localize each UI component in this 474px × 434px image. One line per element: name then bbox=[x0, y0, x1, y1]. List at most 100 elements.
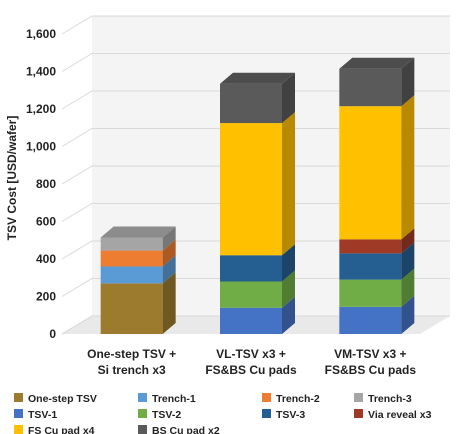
bar-side bbox=[401, 228, 415, 254]
category-line: VM-TSV x3 + bbox=[334, 347, 406, 361]
y-tick-label-2: 400 bbox=[36, 252, 56, 266]
gridline-7 bbox=[61, 53, 450, 72]
bar-face bbox=[100, 250, 163, 267]
y-tick-label-7: 1,400 bbox=[26, 65, 56, 79]
bar-side bbox=[401, 295, 415, 334]
legend-item-tsv-1: TSV-1 bbox=[14, 409, 57, 421]
category-line: FS&BS Cu pads bbox=[205, 363, 297, 377]
bar-side bbox=[282, 72, 295, 124]
legend-swatch bbox=[354, 409, 363, 418]
legend-item-trench-1: Trench-1 bbox=[138, 393, 196, 405]
bar-face bbox=[339, 239, 402, 254]
legend-label: Trench-1 bbox=[152, 393, 196, 405]
bar-tsv-1-cat-3 bbox=[339, 295, 415, 334]
bar-side bbox=[282, 270, 295, 308]
bar-face bbox=[100, 237, 163, 251]
bar-side bbox=[162, 239, 176, 267]
bar-bs-cu-pad-x2-cat-3 bbox=[339, 57, 415, 107]
bar-tsv-3-cat-3 bbox=[339, 242, 415, 280]
y-tick-label-5: 1,000 bbox=[26, 140, 56, 154]
bar-side bbox=[401, 95, 415, 240]
bar-via-reveal-x3-cat-3 bbox=[339, 228, 415, 254]
legend-item-tsv-2: TSV-2 bbox=[138, 409, 181, 421]
bar-one-step-tsv-cat-1 bbox=[100, 272, 176, 334]
legend-label: TSV-1 bbox=[28, 409, 57, 421]
bar-face bbox=[339, 253, 402, 280]
bar-side bbox=[282, 112, 295, 256]
gridline-2 bbox=[61, 240, 450, 260]
legend-item-one-step-tsv: One-step TSV bbox=[14, 393, 97, 405]
category-line: FS&BS Cu pads bbox=[325, 363, 417, 377]
gridline-6 bbox=[61, 90, 450, 110]
bar-top bbox=[220, 72, 295, 84]
legend-label: Via reveal x3 bbox=[368, 409, 432, 421]
x-axis-categories: One-step TSV + Si trench x3 VL-TSV x3 + FS&… bbox=[87, 347, 416, 377]
legend-swatch bbox=[14, 393, 23, 402]
bar-face bbox=[220, 307, 282, 334]
bar-face bbox=[339, 279, 402, 307]
legend-swatch bbox=[138, 393, 147, 402]
y-tick-label-3: 600 bbox=[36, 215, 56, 229]
legend-item-trench-2: Trench-2 bbox=[262, 393, 320, 405]
gridline-5 bbox=[61, 128, 450, 147]
legend-label: TSV-2 bbox=[152, 409, 181, 421]
bar-face bbox=[339, 68, 402, 107]
legend-swatch bbox=[262, 409, 271, 418]
bar-side bbox=[162, 255, 176, 284]
bar-side bbox=[282, 296, 295, 334]
legend-label: Trench-3 bbox=[368, 393, 412, 405]
y-tick-label-6: 1,200 bbox=[26, 102, 56, 116]
legend-label: TSV-3 bbox=[276, 409, 305, 421]
bar-tsv-1-cat-2 bbox=[220, 296, 295, 334]
bar-top bbox=[339, 57, 415, 69]
gridline-3 bbox=[61, 203, 450, 222]
gridline-1 bbox=[61, 278, 450, 297]
category-line: VL-TSV x3 + bbox=[216, 347, 286, 361]
bars bbox=[100, 57, 415, 334]
gridline-8 bbox=[61, 15, 450, 35]
category-label-3: VM-TSV x3 + FS&BS Cu pads bbox=[325, 347, 417, 377]
y-axis-title: TSV Cost [USD/wafer] bbox=[5, 116, 19, 241]
legend-label: BS Cu pad x2 bbox=[152, 425, 220, 434]
bar-face bbox=[220, 123, 282, 256]
y-tick-label-4: 800 bbox=[36, 177, 56, 191]
legend-swatch bbox=[138, 425, 147, 434]
bar-tsv-2-cat-2 bbox=[220, 270, 295, 308]
legend-label: One-step TSV bbox=[28, 393, 97, 405]
y-tick-label-8: 1,600 bbox=[26, 27, 56, 41]
bar-face bbox=[220, 83, 282, 124]
legend-item-trench-3: Trench-3 bbox=[354, 393, 412, 405]
y-tick-label-1: 200 bbox=[36, 290, 56, 304]
bar-side bbox=[162, 226, 176, 251]
bar-tsv-3-cat-2 bbox=[220, 244, 295, 282]
legend-item-bs-cu-pad-x2: BS Cu pad x2 bbox=[138, 425, 220, 434]
bar-side bbox=[282, 244, 295, 282]
legend-swatch bbox=[354, 393, 363, 402]
bar-side bbox=[162, 272, 176, 334]
gridline-0 bbox=[61, 315, 450, 335]
category-label-1: One-step TSV + Si trench x3 bbox=[87, 347, 176, 377]
bar-face bbox=[100, 283, 163, 334]
bar-bs-cu-pad-x2-cat-2 bbox=[220, 72, 295, 124]
category-line: Si trench x3 bbox=[98, 363, 166, 377]
bar-fs-cu-pad-x4-cat-3 bbox=[339, 95, 415, 240]
bar-side bbox=[401, 57, 415, 107]
gridlines bbox=[61, 15, 450, 335]
bar-face bbox=[339, 306, 402, 334]
legend-item-fs-cu-pad-x4: FS Cu pad x4 bbox=[14, 425, 95, 434]
legend-swatch bbox=[14, 425, 23, 434]
bar-face bbox=[220, 255, 282, 282]
bar-face bbox=[220, 281, 282, 308]
legend-swatch bbox=[138, 409, 147, 418]
legend-swatch bbox=[14, 409, 23, 418]
bar-face bbox=[339, 106, 402, 240]
category-label-2: VL-TSV x3 + FS&BS Cu pads bbox=[205, 347, 297, 377]
y-tick-label-0: 0 bbox=[49, 327, 56, 341]
legend-label: FS Cu pad x4 bbox=[28, 425, 95, 434]
bar-trench-3-cat-1 bbox=[100, 226, 176, 251]
bar-top bbox=[100, 226, 176, 238]
legend-item-via-reveal-x3: Via reveal x3 bbox=[354, 409, 432, 421]
bar-tsv-2-cat-3 bbox=[339, 268, 415, 307]
legend: One-step TSV Trench-1 Trench-2 Trench-3 TSV-… bbox=[14, 393, 432, 434]
